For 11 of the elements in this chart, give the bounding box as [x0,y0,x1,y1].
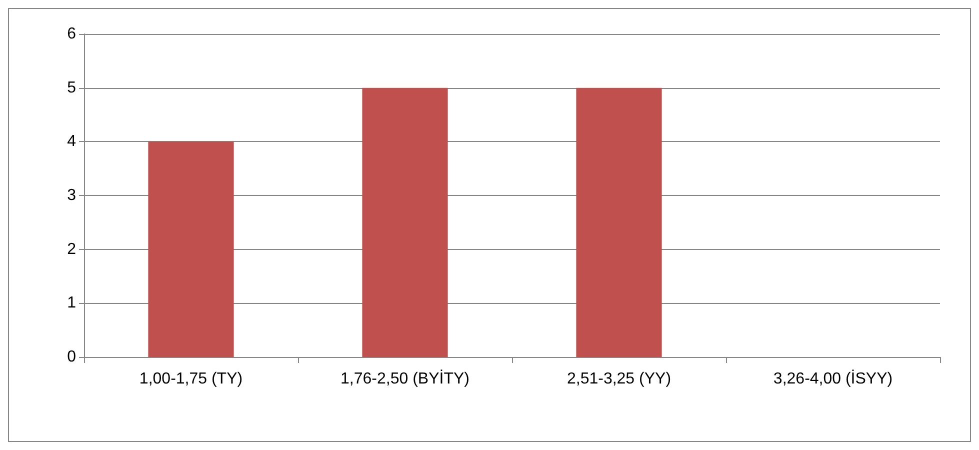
y-tick-label: 3 [67,187,76,204]
x-tick-label: 1,76-2,50 (BYİTY) [340,370,470,388]
y-tick-label: 4 [67,133,76,150]
x-tick-label: 3,26-4,00 (İSYY) [773,370,893,388]
x-tick-label: 1,00-1,75 (TY) [139,370,243,388]
y-tick-label: 1 [67,294,76,312]
y-tick-label: 0 [67,348,76,366]
x-tick-label: 2,51-3,25 (YY) [566,370,672,388]
y-tick-label: 5 [67,79,76,96]
y-tick-label: 6 [67,26,76,42]
y-tick-label: 2 [67,240,76,258]
